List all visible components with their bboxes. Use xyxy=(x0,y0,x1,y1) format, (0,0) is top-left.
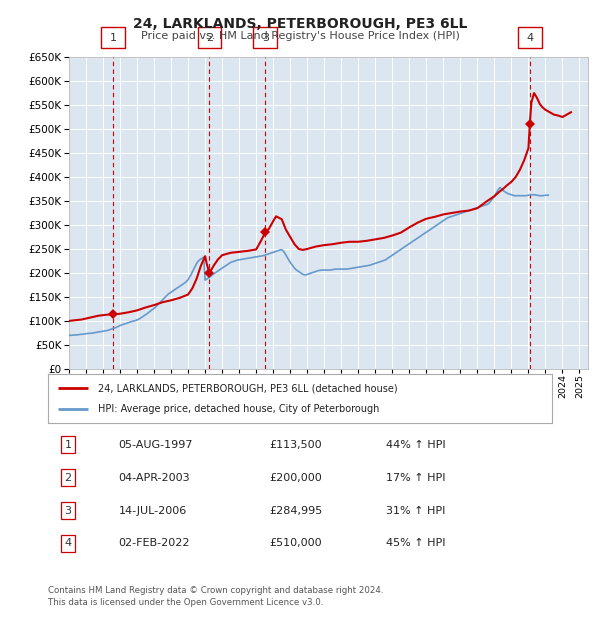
FancyBboxPatch shape xyxy=(253,27,277,48)
Text: 04-APR-2003: 04-APR-2003 xyxy=(119,472,190,483)
Text: 17% ↑ HPI: 17% ↑ HPI xyxy=(386,472,445,483)
Text: 2: 2 xyxy=(206,33,213,43)
Text: Price paid vs. HM Land Registry's House Price Index (HPI): Price paid vs. HM Land Registry's House … xyxy=(140,31,460,41)
Text: £200,000: £200,000 xyxy=(270,472,323,483)
Text: 45% ↑ HPI: 45% ↑ HPI xyxy=(386,538,445,549)
Text: 1: 1 xyxy=(65,440,71,450)
Text: Contains HM Land Registry data © Crown copyright and database right 2024.: Contains HM Land Registry data © Crown c… xyxy=(48,586,383,595)
FancyBboxPatch shape xyxy=(518,27,542,48)
Text: 4: 4 xyxy=(526,33,533,43)
Text: 2: 2 xyxy=(65,472,72,483)
Text: 02-FEB-2022: 02-FEB-2022 xyxy=(119,538,190,549)
FancyBboxPatch shape xyxy=(101,27,125,48)
Text: £510,000: £510,000 xyxy=(270,538,322,549)
FancyBboxPatch shape xyxy=(197,27,221,48)
Text: This data is licensed under the Open Government Licence v3.0.: This data is licensed under the Open Gov… xyxy=(48,598,323,607)
Text: £284,995: £284,995 xyxy=(270,505,323,516)
Text: 05-AUG-1997: 05-AUG-1997 xyxy=(119,440,193,450)
Text: 24, LARKLANDS, PETERBOROUGH, PE3 6LL (detached house): 24, LARKLANDS, PETERBOROUGH, PE3 6LL (de… xyxy=(98,383,398,393)
Text: 3: 3 xyxy=(262,33,269,43)
Text: 31% ↑ HPI: 31% ↑ HPI xyxy=(386,505,445,516)
Text: £113,500: £113,500 xyxy=(270,440,322,450)
Text: 4: 4 xyxy=(65,538,72,549)
Text: 24, LARKLANDS, PETERBOROUGH, PE3 6LL: 24, LARKLANDS, PETERBOROUGH, PE3 6LL xyxy=(133,17,467,32)
Text: 1: 1 xyxy=(109,33,116,43)
Text: HPI: Average price, detached house, City of Peterborough: HPI: Average price, detached house, City… xyxy=(98,404,380,414)
Text: 14-JUL-2006: 14-JUL-2006 xyxy=(119,505,187,516)
Text: 44% ↑ HPI: 44% ↑ HPI xyxy=(386,440,445,450)
Text: 3: 3 xyxy=(65,505,71,516)
